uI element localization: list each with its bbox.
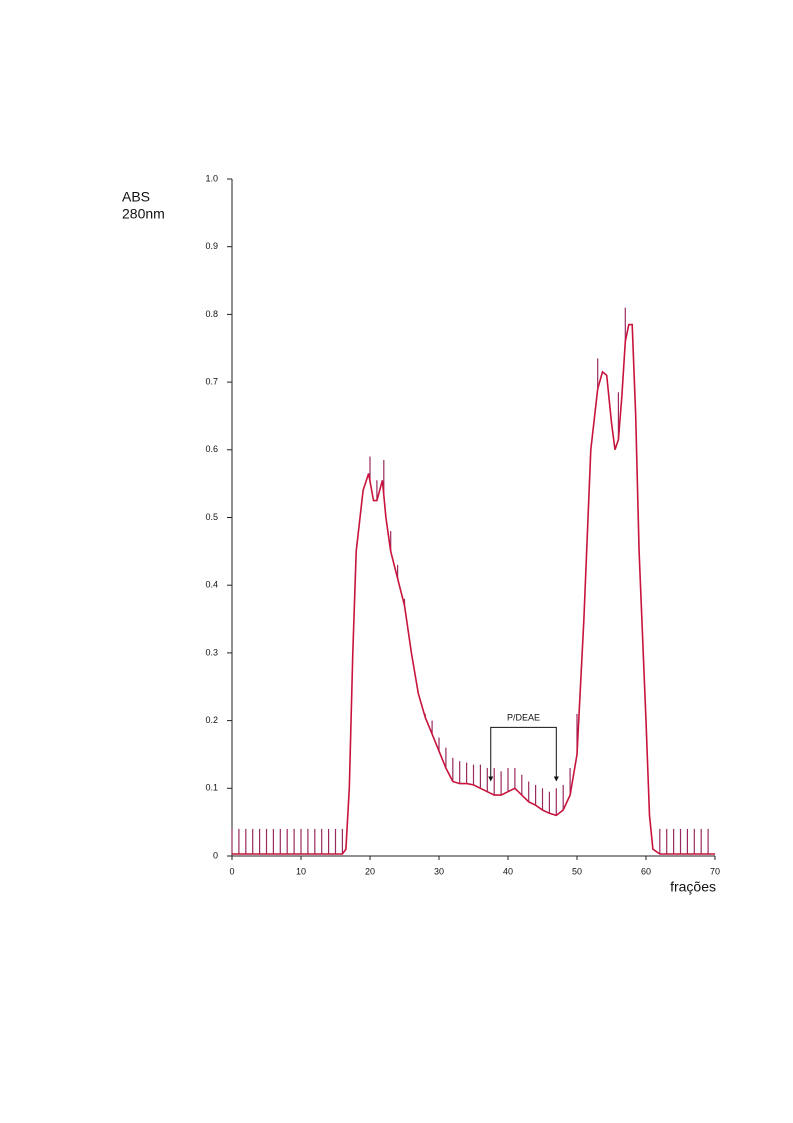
- y-tick-label: 0: [213, 850, 218, 860]
- y-tick-label: 1.0: [205, 173, 218, 183]
- x-tick-label: 40: [503, 866, 513, 876]
- y-tick-label: 0.9: [205, 241, 218, 251]
- x-axis-label: frações: [670, 879, 716, 895]
- y-tick-label: 0.6: [205, 444, 218, 454]
- x-tick-label: 0: [229, 866, 234, 876]
- y-tick-label: 0.1: [205, 783, 218, 793]
- x-tick-label: 50: [572, 866, 582, 876]
- annotation-label: P/DEAE: [507, 713, 540, 723]
- y-tick-label: 0.2: [205, 715, 218, 725]
- y-axis-label: ABS: [122, 189, 150, 205]
- annotation-arrow: [553, 776, 559, 782]
- x-tick-label: 60: [641, 866, 651, 876]
- annotation-arrow: [488, 776, 494, 782]
- y-tick-label: 0.3: [205, 647, 218, 657]
- annotation-bracket: [490, 726, 557, 778]
- y-tick-label: 0.8: [205, 309, 218, 319]
- y-tick-label: 0.5: [205, 512, 218, 522]
- y-tick-label: 0.7: [205, 376, 218, 386]
- y-tick-label: 0.4: [205, 580, 218, 590]
- data-line: [232, 323, 715, 855]
- y-axis-label: 280nm: [122, 206, 165, 222]
- x-tick-label: 30: [434, 866, 444, 876]
- x-tick-label: 20: [365, 866, 375, 876]
- x-tick-label: 70: [710, 866, 720, 876]
- x-tick-label: 10: [296, 866, 306, 876]
